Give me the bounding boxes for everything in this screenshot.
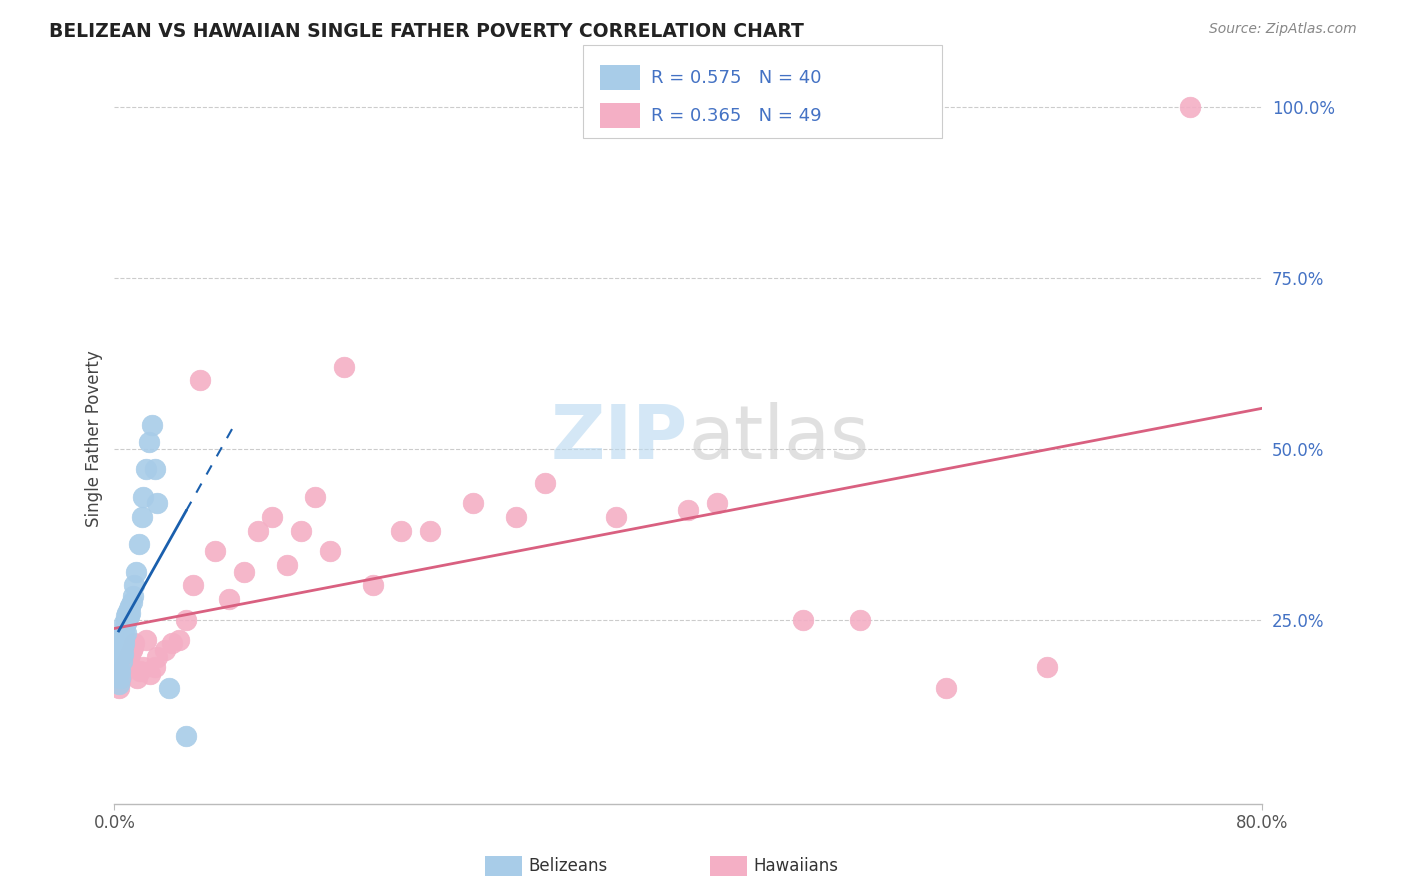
Point bbox=[533, 475, 555, 490]
Point bbox=[157, 681, 180, 695]
Point bbox=[120, 599, 142, 613]
Point bbox=[107, 681, 129, 695]
Point bbox=[121, 595, 143, 609]
Point bbox=[1180, 100, 1202, 114]
Point bbox=[110, 647, 132, 661]
Point bbox=[232, 565, 254, 579]
Point bbox=[218, 592, 240, 607]
Text: Hawaiians: Hawaiians bbox=[754, 857, 838, 875]
Point bbox=[167, 633, 190, 648]
Point bbox=[115, 657, 138, 671]
Point bbox=[706, 496, 728, 510]
Point bbox=[333, 359, 356, 374]
Point bbox=[118, 602, 141, 616]
Point bbox=[935, 681, 957, 695]
Point bbox=[174, 729, 197, 743]
Point bbox=[605, 510, 627, 524]
Point bbox=[117, 613, 139, 627]
Point bbox=[111, 626, 134, 640]
Point bbox=[135, 462, 157, 476]
Point bbox=[125, 565, 148, 579]
Text: BELIZEAN VS HAWAIIAN SINGLE FATHER POVERTY CORRELATION CHART: BELIZEAN VS HAWAIIAN SINGLE FATHER POVER… bbox=[49, 22, 804, 41]
Point bbox=[174, 613, 197, 627]
Point bbox=[110, 667, 132, 681]
Point bbox=[108, 671, 131, 685]
Point bbox=[114, 636, 136, 650]
Point bbox=[118, 650, 141, 665]
Point bbox=[128, 537, 150, 551]
Point bbox=[110, 640, 132, 654]
Point bbox=[143, 462, 166, 476]
Point bbox=[108, 664, 131, 678]
Point bbox=[181, 578, 204, 592]
Point bbox=[419, 524, 441, 538]
Y-axis label: Single Father Poverty: Single Father Poverty bbox=[86, 350, 103, 527]
Text: Belizeans: Belizeans bbox=[529, 857, 607, 875]
Point bbox=[114, 615, 136, 630]
Point bbox=[111, 664, 134, 678]
Point bbox=[792, 613, 814, 627]
Point bbox=[132, 490, 155, 504]
Point bbox=[108, 673, 131, 688]
Point bbox=[131, 510, 153, 524]
Point bbox=[127, 671, 149, 685]
Point bbox=[153, 643, 176, 657]
Point bbox=[139, 667, 162, 681]
Point bbox=[120, 606, 142, 620]
Point bbox=[190, 373, 212, 387]
Point bbox=[111, 640, 134, 654]
Point bbox=[114, 660, 136, 674]
Text: R = 0.365   N = 49: R = 0.365 N = 49 bbox=[651, 107, 821, 125]
Point bbox=[160, 636, 183, 650]
Point bbox=[141, 417, 163, 432]
Point bbox=[146, 650, 169, 665]
Point bbox=[120, 647, 142, 661]
Point bbox=[505, 510, 527, 524]
Point bbox=[290, 524, 312, 538]
Point bbox=[246, 524, 269, 538]
Point bbox=[849, 613, 872, 627]
Text: Source: ZipAtlas.com: Source: ZipAtlas.com bbox=[1209, 22, 1357, 37]
Point bbox=[107, 677, 129, 691]
Point bbox=[114, 630, 136, 644]
Point bbox=[122, 589, 145, 603]
Point bbox=[117, 653, 139, 667]
Point bbox=[115, 615, 138, 630]
Point bbox=[146, 496, 169, 510]
Point bbox=[135, 633, 157, 648]
Point bbox=[304, 490, 326, 504]
Point bbox=[143, 660, 166, 674]
Point bbox=[361, 578, 384, 592]
Point bbox=[276, 558, 298, 572]
Text: atlas: atlas bbox=[688, 402, 869, 475]
Point bbox=[108, 650, 131, 665]
Point bbox=[318, 544, 340, 558]
Point bbox=[204, 544, 226, 558]
Point bbox=[124, 636, 146, 650]
Point bbox=[132, 660, 155, 674]
Point bbox=[122, 640, 145, 654]
Point bbox=[389, 524, 412, 538]
Text: R = 0.575   N = 40: R = 0.575 N = 40 bbox=[651, 69, 821, 87]
Point bbox=[110, 653, 132, 667]
Text: ZIP: ZIP bbox=[551, 402, 688, 475]
Point bbox=[1036, 660, 1059, 674]
Point bbox=[115, 626, 138, 640]
Point bbox=[124, 578, 146, 592]
Point bbox=[461, 496, 484, 510]
Point bbox=[111, 633, 134, 648]
Point bbox=[115, 609, 138, 624]
Point bbox=[262, 510, 284, 524]
Point bbox=[121, 643, 143, 657]
Point bbox=[111, 647, 134, 661]
Point bbox=[129, 664, 152, 678]
Point bbox=[118, 609, 141, 624]
Point bbox=[117, 606, 139, 620]
Point bbox=[676, 503, 699, 517]
Point bbox=[114, 623, 136, 637]
Point bbox=[110, 633, 132, 648]
Point bbox=[138, 434, 160, 449]
Point bbox=[107, 664, 129, 678]
